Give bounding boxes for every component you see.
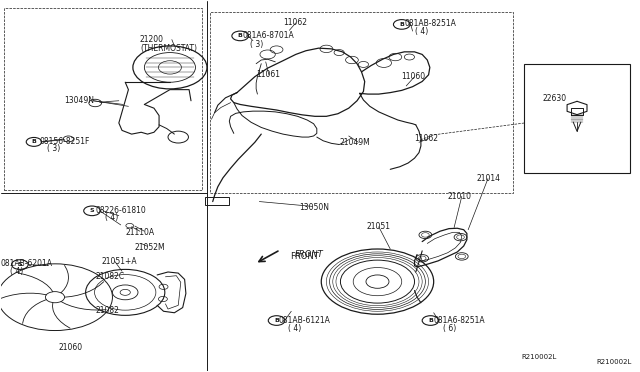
Text: S: S — [17, 262, 22, 267]
Text: 08156-8251F: 08156-8251F — [39, 137, 90, 146]
Text: S: S — [90, 208, 94, 213]
Text: ( 3): ( 3) — [250, 39, 263, 49]
Text: FRONT: FRONT — [290, 252, 319, 261]
Text: 081A6-8251A: 081A6-8251A — [433, 316, 484, 325]
Text: 08226-61810: 08226-61810 — [95, 206, 146, 215]
Text: 11061: 11061 — [256, 70, 280, 79]
Text: ( 3): ( 3) — [47, 144, 61, 153]
Bar — [205, 197, 229, 205]
Text: 13050N: 13050N — [300, 203, 330, 212]
Bar — [210, 12, 513, 193]
Bar — [4, 8, 202, 190]
Text: 21052M: 21052M — [135, 243, 165, 251]
Text: 081AB-6201A: 081AB-6201A — [1, 259, 52, 268]
Text: R210002L: R210002L — [521, 354, 556, 360]
Text: FRONT: FRONT — [294, 250, 323, 259]
Text: B: B — [399, 22, 404, 27]
Text: B: B — [31, 140, 36, 144]
Text: ( 4): ( 4) — [415, 27, 428, 36]
Text: 21110A: 21110A — [125, 228, 154, 237]
Text: ( 4): ( 4) — [288, 324, 301, 333]
Text: 21049M: 21049M — [339, 138, 370, 147]
Text: 21060: 21060 — [58, 343, 83, 352]
Text: 22630: 22630 — [543, 94, 567, 103]
Text: 11062: 11062 — [284, 19, 308, 28]
Text: 21010: 21010 — [448, 192, 472, 201]
Text: 21051: 21051 — [367, 222, 390, 231]
Text: 081A6-8701A: 081A6-8701A — [242, 31, 294, 41]
Text: 21200: 21200 — [140, 35, 164, 44]
Text: 21014: 21014 — [476, 174, 500, 183]
Text: B: B — [428, 318, 433, 323]
Text: ( 4): ( 4) — [105, 213, 118, 222]
Text: ( 6): ( 6) — [444, 324, 456, 333]
Bar — [524, 64, 630, 173]
Text: R210002L: R210002L — [596, 359, 632, 365]
Text: 081AB-8251A: 081AB-8251A — [404, 19, 456, 28]
Text: 11062: 11062 — [415, 134, 438, 143]
Text: 13049N: 13049N — [65, 96, 95, 105]
Text: 21082C: 21082C — [95, 272, 124, 281]
Text: (THERMOSTAT): (THERMOSTAT) — [140, 44, 197, 53]
Text: B: B — [274, 318, 279, 323]
Text: B: B — [237, 33, 243, 38]
Text: ( 4): ( 4) — [10, 267, 24, 276]
Text: 21051+A: 21051+A — [102, 257, 137, 266]
Text: 081AB-6121A: 081AB-6121A — [278, 316, 330, 325]
Text: 21082: 21082 — [95, 306, 119, 315]
Text: 11060: 11060 — [401, 72, 425, 81]
